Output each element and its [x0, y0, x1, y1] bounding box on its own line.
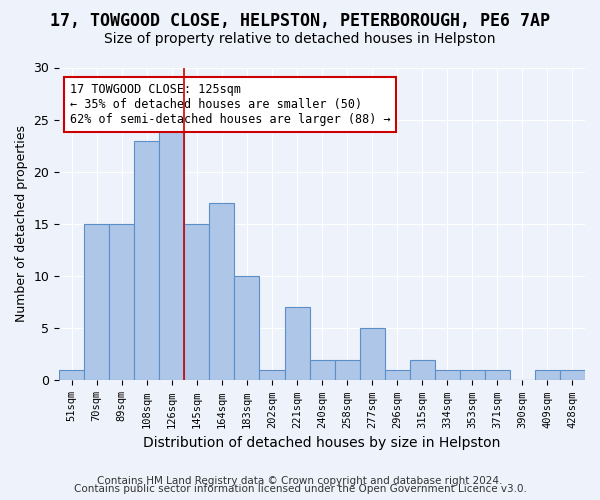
Bar: [184, 224, 209, 380]
Text: Contains HM Land Registry data © Crown copyright and database right 2024.: Contains HM Land Registry data © Crown c…: [97, 476, 503, 486]
Bar: [485, 370, 510, 380]
Bar: [259, 370, 284, 380]
Bar: [209, 203, 235, 380]
Bar: [359, 328, 385, 380]
Bar: [235, 276, 259, 380]
Bar: [160, 130, 184, 380]
Text: 17, TOWGOOD CLOSE, HELPSTON, PETERBOROUGH, PE6 7AP: 17, TOWGOOD CLOSE, HELPSTON, PETERBOROUG…: [50, 12, 550, 30]
Bar: [385, 370, 410, 380]
Bar: [410, 360, 435, 380]
Bar: [460, 370, 485, 380]
Text: 17 TOWGOOD CLOSE: 125sqm
← 35% of detached houses are smaller (50)
62% of semi-d: 17 TOWGOOD CLOSE: 125sqm ← 35% of detach…: [70, 83, 390, 126]
Bar: [284, 308, 310, 380]
Bar: [310, 360, 335, 380]
Bar: [59, 370, 84, 380]
Bar: [535, 370, 560, 380]
Bar: [560, 370, 585, 380]
Text: Size of property relative to detached houses in Helpston: Size of property relative to detached ho…: [104, 32, 496, 46]
Bar: [84, 224, 109, 380]
X-axis label: Distribution of detached houses by size in Helpston: Distribution of detached houses by size …: [143, 436, 501, 450]
Text: Contains public sector information licensed under the Open Government Licence v3: Contains public sector information licen…: [74, 484, 526, 494]
Bar: [134, 140, 160, 380]
Bar: [109, 224, 134, 380]
Bar: [435, 370, 460, 380]
Y-axis label: Number of detached properties: Number of detached properties: [15, 126, 28, 322]
Bar: [335, 360, 359, 380]
